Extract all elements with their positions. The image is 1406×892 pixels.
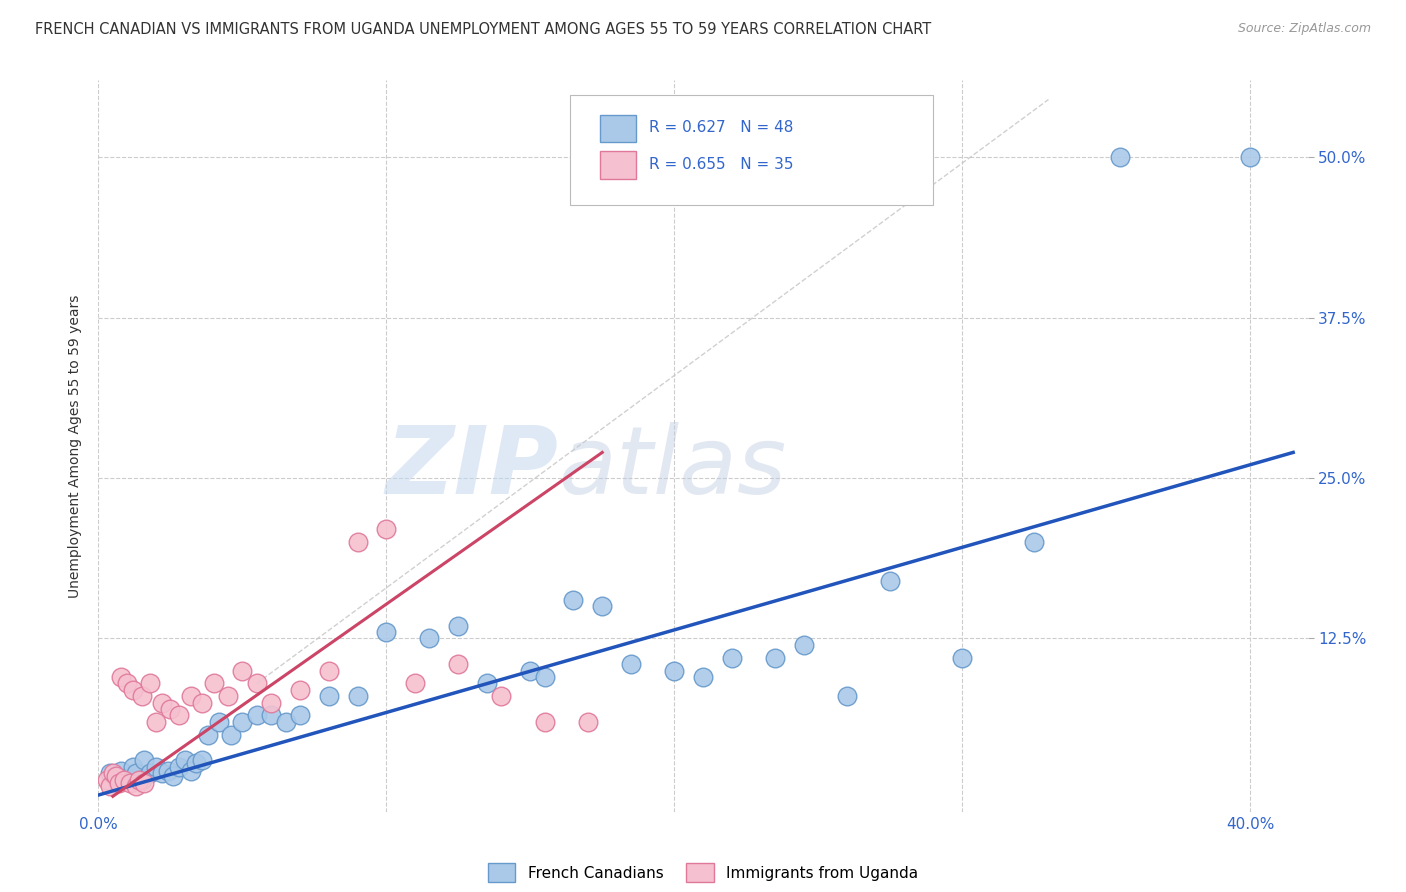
Point bbox=[139, 766, 162, 780]
Point bbox=[562, 593, 585, 607]
Point bbox=[134, 776, 156, 790]
Point bbox=[447, 618, 470, 632]
FancyBboxPatch shape bbox=[569, 95, 932, 204]
Point bbox=[131, 690, 153, 704]
Point bbox=[139, 676, 162, 690]
Point bbox=[475, 676, 498, 690]
Point bbox=[346, 690, 368, 704]
Point bbox=[150, 766, 173, 780]
Point bbox=[145, 714, 167, 729]
FancyBboxPatch shape bbox=[600, 152, 637, 179]
Point bbox=[180, 690, 202, 704]
Legend: French Canadians, Immigrants from Uganda: French Canadians, Immigrants from Uganda bbox=[482, 857, 924, 888]
Point bbox=[202, 676, 225, 690]
Point bbox=[835, 690, 858, 704]
Point bbox=[120, 776, 142, 790]
Point bbox=[346, 535, 368, 549]
Point bbox=[134, 753, 156, 767]
Point bbox=[145, 760, 167, 774]
Point bbox=[491, 690, 513, 704]
Point bbox=[591, 599, 613, 614]
Point bbox=[208, 714, 231, 729]
Point bbox=[1239, 150, 1261, 164]
Point bbox=[98, 779, 121, 793]
Point bbox=[246, 708, 269, 723]
Point bbox=[288, 682, 311, 697]
Text: R = 0.627   N = 48: R = 0.627 N = 48 bbox=[648, 120, 793, 136]
Point bbox=[620, 657, 643, 672]
Point bbox=[197, 728, 219, 742]
Text: R = 0.655   N = 35: R = 0.655 N = 35 bbox=[648, 157, 793, 172]
Point bbox=[692, 670, 714, 684]
Point bbox=[763, 650, 786, 665]
Point bbox=[664, 664, 686, 678]
Point bbox=[375, 523, 398, 537]
Point bbox=[246, 676, 269, 690]
Point bbox=[191, 753, 214, 767]
Point bbox=[98, 766, 121, 780]
Point bbox=[104, 769, 127, 783]
Point bbox=[104, 769, 127, 783]
Point bbox=[274, 714, 297, 729]
Point bbox=[122, 760, 145, 774]
Point bbox=[110, 764, 132, 778]
Point bbox=[167, 760, 190, 774]
Text: ZIP: ZIP bbox=[385, 422, 558, 514]
Point bbox=[173, 753, 195, 767]
Point bbox=[131, 772, 153, 787]
Point bbox=[318, 690, 340, 704]
Point bbox=[167, 708, 190, 723]
Point bbox=[107, 776, 129, 790]
Point bbox=[519, 664, 541, 678]
Point bbox=[318, 664, 340, 678]
Point bbox=[156, 764, 179, 778]
Text: atlas: atlas bbox=[558, 423, 786, 514]
Point bbox=[375, 625, 398, 640]
Point bbox=[122, 682, 145, 697]
Point bbox=[115, 676, 138, 690]
Text: Source: ZipAtlas.com: Source: ZipAtlas.com bbox=[1237, 22, 1371, 36]
Y-axis label: Unemployment Among Ages 55 to 59 years: Unemployment Among Ages 55 to 59 years bbox=[69, 294, 83, 598]
Point bbox=[418, 632, 440, 646]
Point bbox=[1109, 150, 1132, 164]
FancyBboxPatch shape bbox=[600, 115, 637, 143]
Text: FRENCH CANADIAN VS IMMIGRANTS FROM UGANDA UNEMPLOYMENT AMONG AGES 55 TO 59 YEARS: FRENCH CANADIAN VS IMMIGRANTS FROM UGAND… bbox=[35, 22, 931, 37]
Point bbox=[1022, 535, 1045, 549]
Point bbox=[219, 728, 242, 742]
Point bbox=[533, 670, 555, 684]
Point bbox=[112, 772, 135, 787]
Point bbox=[110, 670, 132, 684]
Point bbox=[150, 696, 173, 710]
Point bbox=[720, 650, 742, 665]
Point bbox=[404, 676, 426, 690]
Point bbox=[180, 764, 202, 778]
Point bbox=[447, 657, 470, 672]
Point bbox=[231, 714, 253, 729]
Point bbox=[162, 769, 184, 783]
Point bbox=[125, 779, 148, 793]
Point bbox=[288, 708, 311, 723]
Point bbox=[125, 766, 148, 780]
Point bbox=[260, 696, 283, 710]
Point bbox=[576, 714, 599, 729]
Point bbox=[115, 772, 138, 786]
Point bbox=[950, 650, 973, 665]
Point bbox=[533, 714, 555, 729]
Point bbox=[231, 664, 253, 678]
Point bbox=[260, 708, 283, 723]
Point bbox=[159, 702, 181, 716]
Point bbox=[191, 696, 214, 710]
Point bbox=[217, 690, 239, 704]
Point bbox=[793, 638, 815, 652]
Point bbox=[186, 756, 208, 770]
Point bbox=[96, 772, 118, 787]
Point bbox=[128, 772, 150, 787]
Point bbox=[879, 574, 901, 588]
Point bbox=[101, 766, 124, 780]
